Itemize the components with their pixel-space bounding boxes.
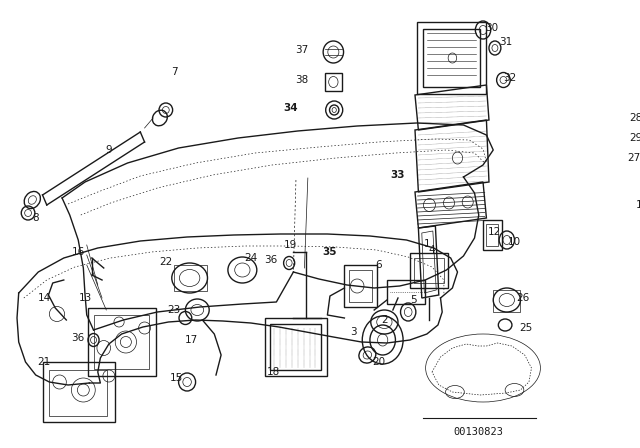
Bar xyxy=(42,362,115,422)
Bar xyxy=(88,308,156,376)
Text: 4: 4 xyxy=(429,245,435,255)
Text: 36: 36 xyxy=(264,255,277,265)
Text: 22: 22 xyxy=(159,257,172,267)
Text: 00130823: 00130823 xyxy=(453,427,503,437)
Text: 8: 8 xyxy=(33,213,39,223)
Bar xyxy=(417,22,486,94)
Text: 23: 23 xyxy=(168,305,181,315)
Bar xyxy=(349,270,372,302)
Text: 2: 2 xyxy=(381,315,388,325)
Text: 16: 16 xyxy=(72,247,85,257)
Text: 21: 21 xyxy=(38,357,51,367)
Text: 31: 31 xyxy=(499,37,513,47)
Text: 34: 34 xyxy=(284,103,298,113)
Bar xyxy=(344,265,377,307)
Text: 24: 24 xyxy=(244,253,257,263)
Text: 10: 10 xyxy=(508,237,521,247)
Text: 30: 30 xyxy=(485,23,498,33)
Text: 37: 37 xyxy=(295,45,308,55)
Bar xyxy=(266,318,326,376)
Text: 18: 18 xyxy=(268,367,280,377)
Text: 33: 33 xyxy=(391,170,405,180)
Bar xyxy=(414,258,444,283)
Bar xyxy=(93,315,149,369)
Bar xyxy=(271,324,321,370)
Text: 9: 9 xyxy=(106,145,112,155)
Bar xyxy=(424,29,479,87)
Text: 15: 15 xyxy=(170,373,184,383)
Bar xyxy=(410,253,448,288)
Text: 11: 11 xyxy=(636,200,640,210)
Text: 6: 6 xyxy=(375,260,381,270)
Text: 3: 3 xyxy=(351,327,357,337)
Text: 17: 17 xyxy=(185,335,198,345)
Text: 20: 20 xyxy=(372,357,385,367)
Text: 29: 29 xyxy=(630,133,640,143)
Text: 28: 28 xyxy=(630,113,640,123)
Text: 35: 35 xyxy=(323,247,337,257)
Text: 7: 7 xyxy=(171,67,178,77)
Text: 1: 1 xyxy=(424,239,430,249)
Bar xyxy=(325,73,342,91)
Text: 13: 13 xyxy=(79,293,92,303)
Text: 14: 14 xyxy=(38,293,51,303)
Bar xyxy=(493,290,520,312)
Text: 38: 38 xyxy=(295,75,308,85)
Text: 26: 26 xyxy=(516,293,530,303)
Text: 25: 25 xyxy=(519,323,532,333)
Text: 36: 36 xyxy=(72,333,85,343)
Bar xyxy=(483,220,502,250)
Bar xyxy=(486,224,499,246)
Text: 5: 5 xyxy=(410,295,417,305)
Text: 19: 19 xyxy=(284,240,298,250)
Bar xyxy=(49,370,107,416)
Text: 32: 32 xyxy=(504,73,517,83)
Bar xyxy=(387,280,425,304)
Text: 12: 12 xyxy=(488,227,502,237)
Text: 27: 27 xyxy=(627,153,640,163)
Bar xyxy=(174,265,207,291)
